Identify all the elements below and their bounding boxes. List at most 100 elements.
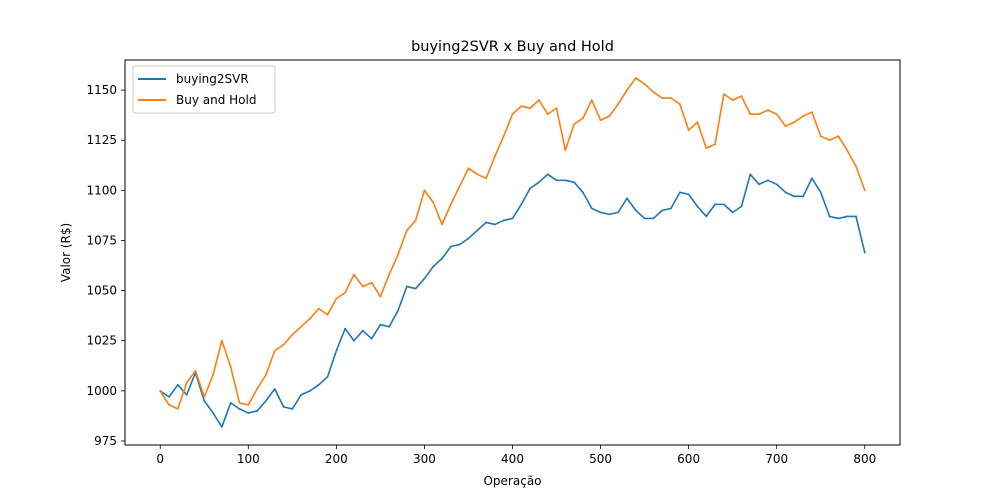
- data-point-buy-and-hold: [476, 173, 479, 176]
- data-point-buy-and-hold: [714, 143, 716, 146]
- data-point-buy-and-hold: [485, 177, 487, 180]
- x-tick-label: 200: [325, 452, 348, 466]
- data-point-buy-and-hold: [159, 389, 162, 392]
- data-point-buying2svr: [326, 375, 329, 378]
- data-point-buy-and-hold: [388, 273, 391, 276]
- data-point-buying2svr: [811, 177, 813, 180]
- y-tick-label: 1100: [86, 183, 117, 197]
- data-point-buying2svr: [256, 410, 258, 412]
- series-layer: [159, 77, 866, 428]
- data-point-buying2svr: [282, 406, 285, 408]
- data-point-buying2svr: [176, 383, 179, 386]
- data-point-buying2svr: [317, 383, 320, 386]
- data-point-buying2svr: [511, 217, 514, 220]
- data-point-buy-and-hold: [414, 219, 417, 222]
- data-point-buy-and-hold: [696, 121, 699, 124]
- data-point-buy-and-hold: [212, 373, 214, 376]
- data-point-buying2svr: [714, 203, 716, 206]
- data-point-buying2svr: [775, 183, 778, 186]
- y-tick-label: 975: [94, 434, 117, 448]
- data-point-buy-and-hold: [687, 129, 690, 132]
- data-point-buy-and-hold: [846, 149, 849, 152]
- data-point-buying2svr: [855, 215, 857, 218]
- data-point-buy-and-hold: [546, 113, 549, 116]
- data-point-buying2svr: [749, 173, 752, 176]
- data-point-buying2svr: [449, 245, 452, 248]
- data-point-buy-and-hold: [344, 291, 347, 294]
- data-point-buy-and-hold: [722, 93, 725, 95]
- chart-title: buying2SVR x Buy and Hold: [411, 39, 614, 55]
- data-point-buying2svr: [643, 217, 646, 220]
- data-point-buy-and-hold: [282, 343, 285, 346]
- data-point-buy-and-hold: [309, 317, 311, 320]
- x-tick-label: 800: [853, 452, 876, 466]
- data-point-buying2svr: [423, 277, 426, 280]
- data-point-buying2svr: [388, 325, 391, 328]
- data-point-buying2svr: [634, 209, 637, 212]
- data-point-buy-and-hold: [256, 387, 258, 390]
- data-point-buy-and-hold: [678, 103, 681, 106]
- data-point-buy-and-hold: [573, 123, 576, 126]
- data-point-buy-and-hold: [361, 285, 364, 288]
- data-point-buy-and-hold: [300, 325, 303, 328]
- data-point-buying2svr: [353, 339, 355, 342]
- legend-label-buy-and-hold: Buy and Hold: [176, 93, 256, 107]
- data-point-buy-and-hold: [273, 349, 276, 352]
- data-point-buy-and-hold: [802, 115, 805, 118]
- legend: buying2SVR Buy and Hold: [132, 65, 276, 114]
- data-point-buying2svr: [678, 191, 681, 194]
- data-point-buy-and-hold: [731, 99, 734, 101]
- x-tick-label: 300: [413, 452, 436, 466]
- data-point-buying2svr: [564, 179, 567, 182]
- data-point-buying2svr: [432, 265, 435, 268]
- data-point-buying2svr: [300, 393, 303, 396]
- data-point-buying2svr: [696, 205, 699, 208]
- data-point-buying2svr: [670, 207, 672, 210]
- data-point-buying2svr: [370, 337, 373, 340]
- x-axis-label: Operação: [483, 474, 541, 488]
- data-point-buying2svr: [441, 257, 443, 260]
- y-tick-label: 1025: [86, 334, 117, 348]
- data-point-buying2svr: [573, 181, 576, 184]
- data-point-buying2svr: [784, 191, 787, 194]
- data-point-buying2svr: [397, 309, 399, 312]
- data-point-buy-and-hold: [564, 149, 567, 152]
- data-point-buying2svr: [220, 426, 223, 428]
- data-point-buy-and-hold: [168, 404, 170, 406]
- data-point-buying2svr: [414, 287, 417, 290]
- x-tick-label: 0: [156, 452, 164, 466]
- data-point-buy-and-hold: [749, 113, 752, 116]
- data-point-buy-and-hold: [828, 139, 831, 142]
- data-point-buying2svr: [344, 327, 347, 330]
- data-point-buying2svr: [582, 191, 584, 194]
- data-point-buy-and-hold: [511, 113, 514, 116]
- data-point-buying2svr: [273, 387, 276, 390]
- data-point-buy-and-hold: [467, 167, 470, 170]
- legend-box: [132, 65, 276, 114]
- x-axis: 0 100 200 300 400 500 600 700 800: [156, 445, 876, 466]
- data-point-buy-and-hold: [767, 109, 769, 112]
- legend-label-buying2svr: buying2SVR: [176, 72, 249, 86]
- y-tick-label: 1075: [86, 233, 117, 247]
- data-point-buying2svr: [722, 203, 725, 206]
- data-point-buying2svr: [731, 211, 734, 214]
- data-point-buy-and-hold: [449, 203, 452, 206]
- data-point-buy-and-hold: [811, 111, 813, 114]
- data-point-buying2svr: [705, 215, 708, 218]
- data-point-buy-and-hold: [784, 125, 787, 128]
- data-point-buying2svr: [361, 329, 364, 332]
- data-point-buy-and-hold: [705, 147, 708, 150]
- data-point-buying2svr: [229, 401, 232, 404]
- data-point-buy-and-hold: [423, 189, 426, 192]
- data-point-buying2svr: [493, 223, 496, 226]
- data-point-buying2svr: [661, 209, 664, 212]
- data-point-buying2svr: [802, 195, 805, 198]
- data-point-buy-and-hold: [555, 107, 558, 110]
- data-point-buying2svr: [599, 211, 602, 214]
- data-point-buy-and-hold: [291, 333, 294, 336]
- data-point-buy-and-hold: [229, 365, 232, 368]
- data-point-buying2svr: [185, 393, 188, 396]
- data-point-buy-and-hold: [370, 281, 373, 284]
